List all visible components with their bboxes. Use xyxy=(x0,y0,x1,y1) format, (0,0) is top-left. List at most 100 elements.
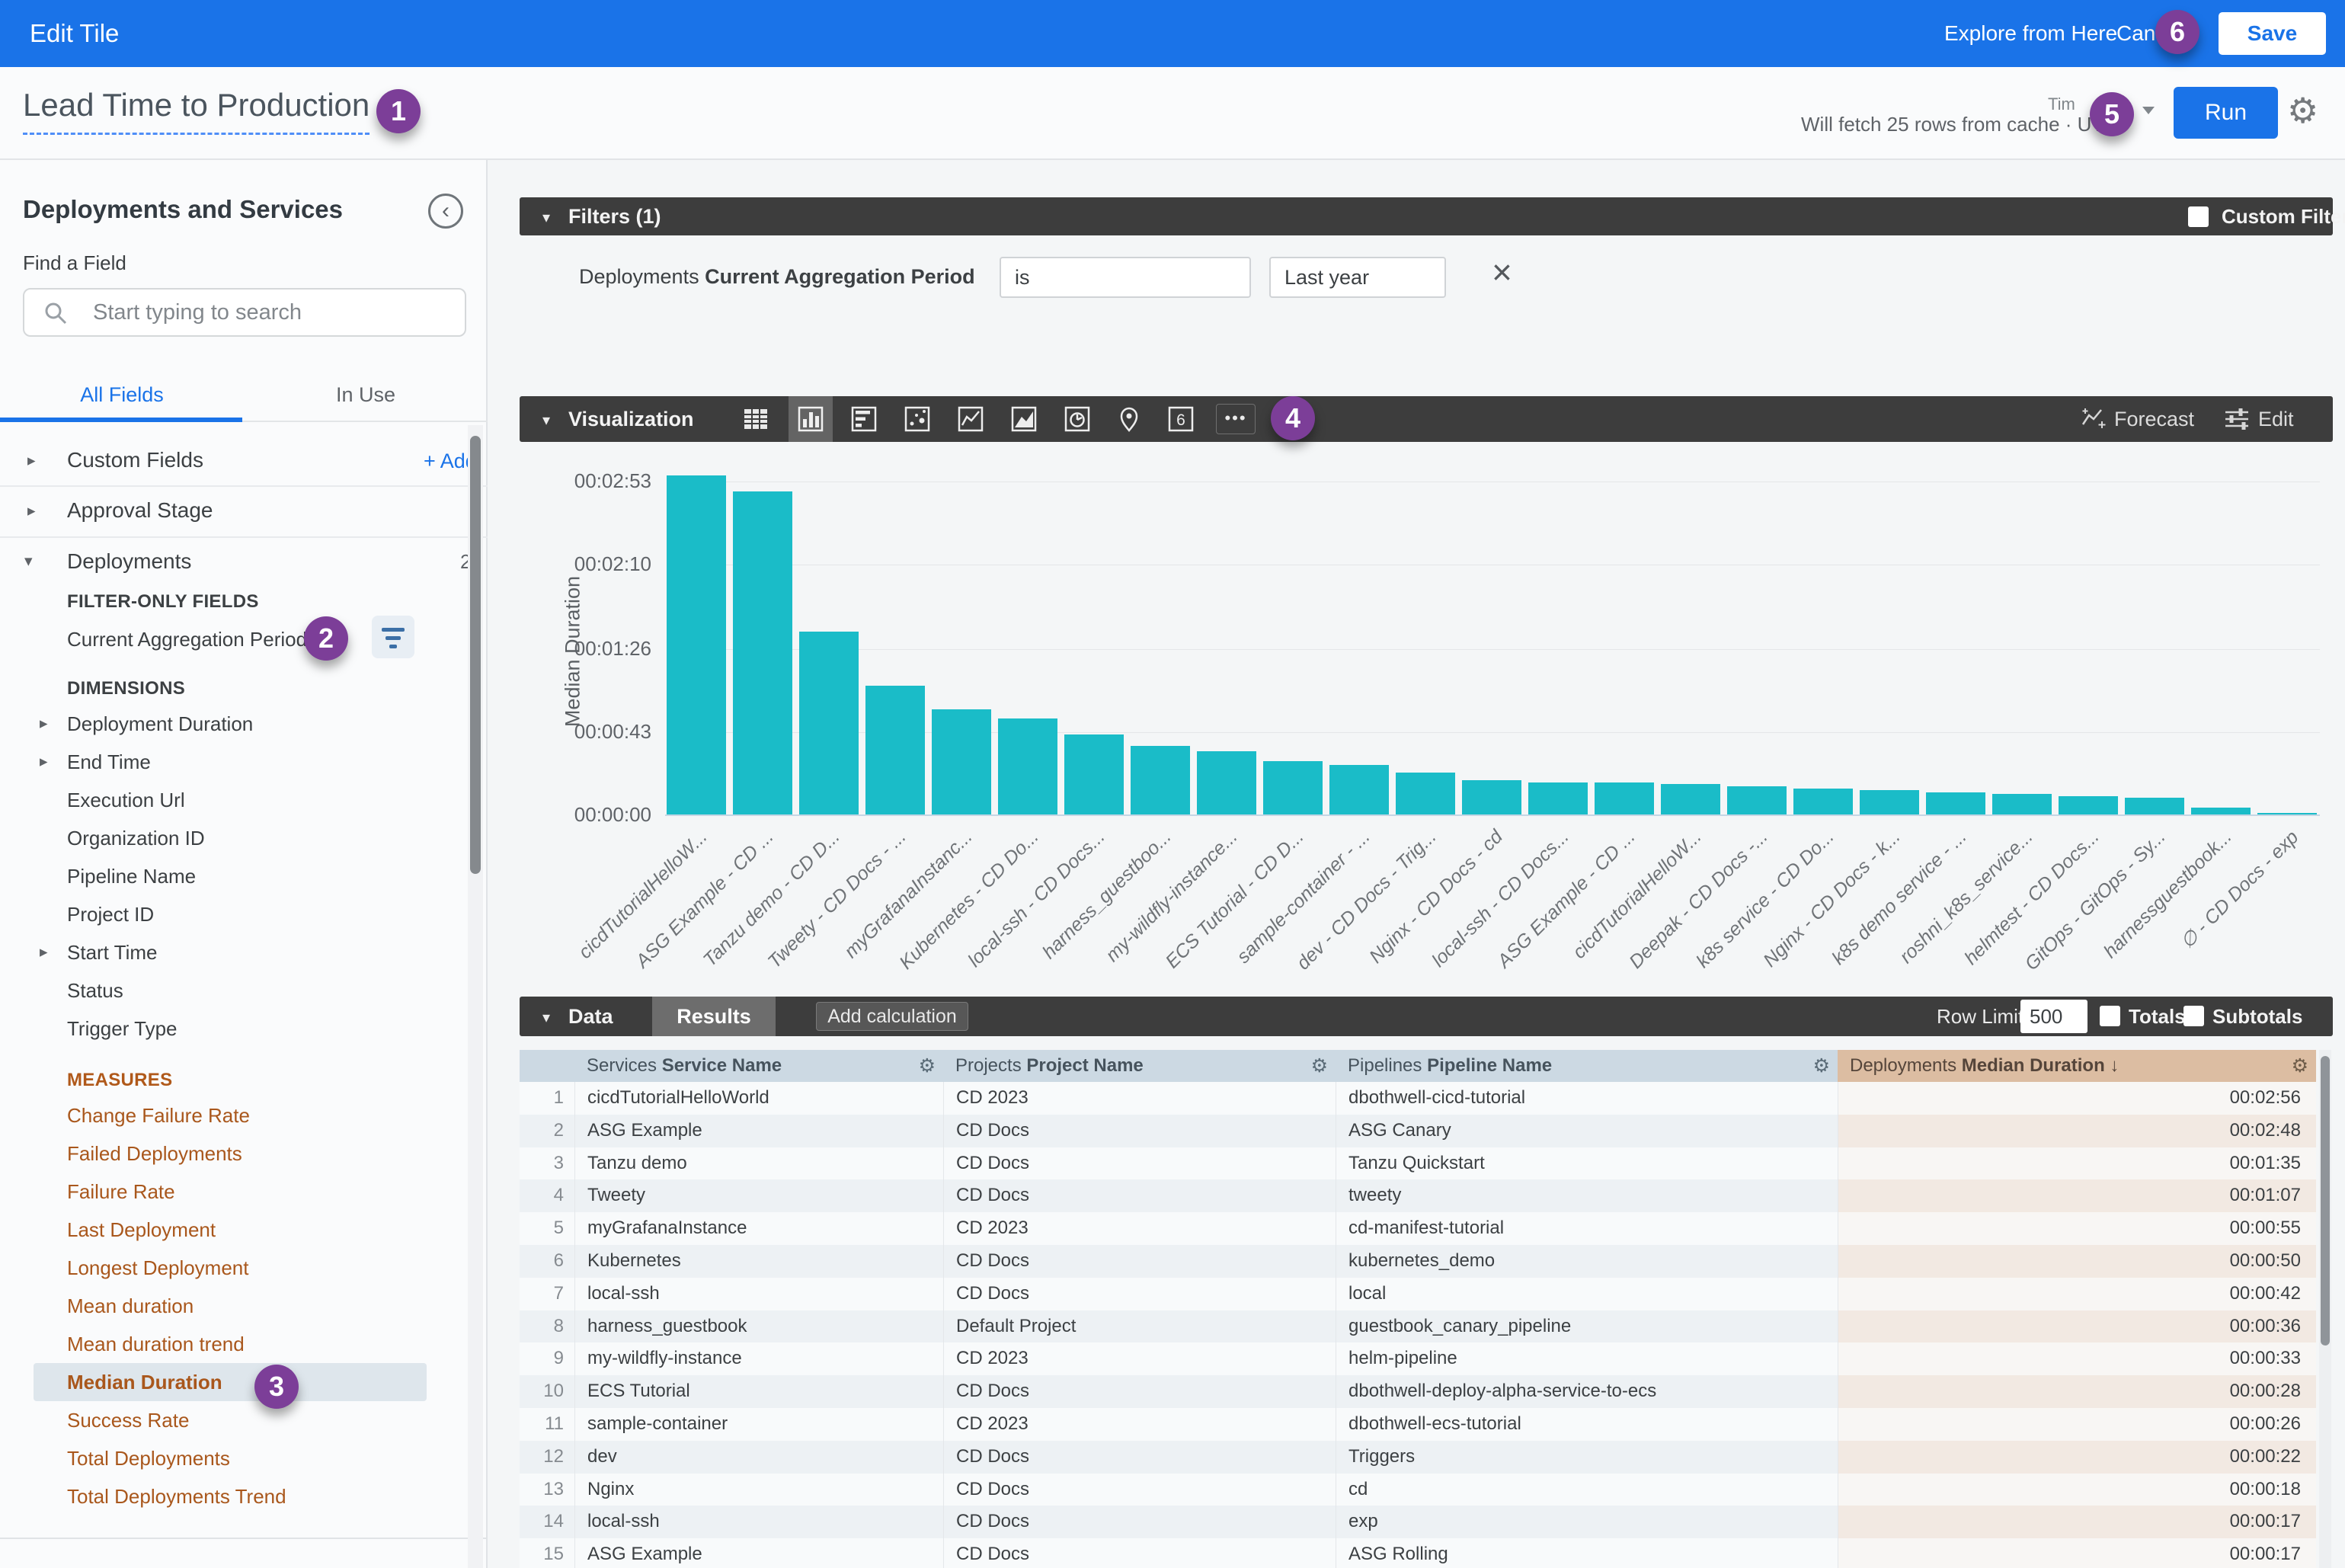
sidebar-measure-mean-duration[interactable]: Mean duration xyxy=(34,1287,427,1325)
table-cell[interactable]: CD Docs xyxy=(943,1245,1336,1278)
table-cell[interactable]: myGrafanaInstance xyxy=(574,1212,943,1245)
table-cell[interactable]: kubernetes_demo xyxy=(1336,1245,1838,1278)
bar-dev-cd-docs-trig[interactable] xyxy=(1396,773,1455,815)
table-cell[interactable]: Tanzu demo xyxy=(574,1147,943,1180)
table-cell[interactable]: 00:01:35 xyxy=(1838,1147,2316,1180)
table-cell[interactable]: ECS Tutorial xyxy=(574,1375,943,1408)
table-row[interactable]: 4TweetyCD Docstweety00:01:07 xyxy=(520,1179,2316,1212)
sidebar-measure-longest-deployment[interactable]: Longest Deployment xyxy=(34,1249,427,1287)
sidebar-field-deployment-duration[interactable]: ▸Deployment Duration xyxy=(0,705,488,743)
table-row[interactable]: 8harness_guestbookDefault Projectguestbo… xyxy=(520,1310,2316,1343)
table-row[interactable]: 11sample-containerCD 2023dbothwell-ecs-t… xyxy=(520,1408,2316,1441)
table-cell[interactable]: local-ssh xyxy=(574,1506,943,1538)
row-limit-input[interactable] xyxy=(2020,1000,2087,1033)
table-row[interactable]: 3Tanzu demoCD DocsTanzu Quickstart00:01:… xyxy=(520,1147,2316,1180)
table-cell[interactable]: 00:00:55 xyxy=(1838,1212,2316,1245)
sidebar-measure-median-duration[interactable]: Median Duration xyxy=(34,1363,427,1401)
bar-cicdtutorialhellow[interactable] xyxy=(667,475,726,815)
bar-chart-icon[interactable] xyxy=(847,402,881,436)
sidebar-field-pipeline-name[interactable]: Pipeline Name xyxy=(0,857,488,895)
table-cell[interactable]: local xyxy=(1336,1278,1838,1310)
table-cell[interactable]: 00:00:50 xyxy=(1838,1245,2316,1278)
run-button[interactable]: Run xyxy=(2174,87,2278,139)
collapse-panel-icon[interactable]: ‹ xyxy=(428,194,463,229)
gear-icon[interactable]: ⚙ xyxy=(1813,1050,1830,1082)
column-chart-icon[interactable] xyxy=(794,402,827,436)
table-cell[interactable]: dbothwell-deploy-alpha-service-to-ecs xyxy=(1336,1375,1838,1408)
table-cell[interactable]: CD Docs xyxy=(943,1375,1336,1408)
bar-cicdtutorialhellow[interactable] xyxy=(1661,784,1720,815)
table-cell[interactable]: my-wildfly-instance xyxy=(574,1342,943,1375)
sort-descending-icon[interactable]: ↓ xyxy=(2110,1055,2119,1076)
gear-icon[interactable]: ⚙ xyxy=(2292,1050,2308,1082)
sidebar-group-custom-fields[interactable]: Custom Fields xyxy=(67,448,203,472)
sidebar-measure-success-rate[interactable]: Success Rate xyxy=(34,1401,427,1439)
forecast-button[interactable]: Forecast xyxy=(2114,396,2194,442)
table-cell[interactable]: CD Docs xyxy=(943,1147,1336,1180)
totals-checkbox[interactable] xyxy=(2100,1006,2120,1026)
sidebar-field-organization-id[interactable]: Organization ID xyxy=(0,819,488,857)
table-cell[interactable]: dev xyxy=(574,1441,943,1474)
line-chart-icon[interactable] xyxy=(954,402,987,436)
filter-value-input[interactable]: Last year xyxy=(1269,257,1446,298)
sidebar-measure-change-failure-rate[interactable]: Change Failure Rate xyxy=(34,1096,427,1134)
table-scrollbar-thumb[interactable] xyxy=(2321,1056,2330,1346)
bar-helmtest-cd-docs[interactable] xyxy=(2059,796,2118,815)
bar-kubernetes-cd-do[interactable] xyxy=(998,718,1057,815)
bar-ecs-tutorial-cd-d[interactable] xyxy=(1263,761,1323,815)
collapse-icon[interactable]: ▾ xyxy=(24,552,33,571)
table-chart-icon[interactable] xyxy=(739,402,773,436)
table-cell[interactable]: ASG Example xyxy=(574,1538,943,1568)
sidebar-field-current-aggregation-period[interactable]: Current Aggregation Period xyxy=(67,628,307,651)
table-row[interactable]: 13NginxCD Docscd00:00:18 xyxy=(520,1474,2316,1506)
table-cell[interactable]: 00:00:42 xyxy=(1838,1278,2316,1310)
column-header-median-duration[interactable]: Deployments Median Duration ↓ ⚙ xyxy=(1838,1050,2316,1082)
sidebar-field-project-id[interactable]: Project ID xyxy=(0,895,488,933)
sidebar-measure-mean-duration-trend[interactable]: Mean duration trend xyxy=(34,1325,427,1363)
save-button[interactable]: Save xyxy=(2219,12,2326,55)
table-cell[interactable]: 00:00:17 xyxy=(1838,1506,2316,1538)
more-viz-options-button[interactable]: ••• xyxy=(1216,404,1256,434)
map-chart-icon[interactable] xyxy=(1112,402,1146,436)
edit-viz-button[interactable]: Edit xyxy=(2258,396,2294,442)
gear-icon[interactable]: ⚙ xyxy=(919,1050,936,1082)
collapse-icon[interactable]: ▾ xyxy=(542,208,550,227)
table-cell[interactable]: dbothwell-ecs-tutorial xyxy=(1336,1408,1838,1441)
sidebar-measure-total-deployments-trend[interactable]: Total Deployments Trend xyxy=(34,1477,427,1515)
bar-k8s-demo-service[interactable] xyxy=(1926,792,1985,815)
sidebar-measure-failed-deployments[interactable]: Failed Deployments xyxy=(34,1134,427,1173)
bar-asg-example-cd[interactable] xyxy=(1595,782,1654,815)
table-row[interactable]: 10ECS TutorialCD Docsdbothwell-deploy-al… xyxy=(520,1375,2316,1408)
subtotals-checkbox[interactable] xyxy=(2183,1006,2204,1026)
table-cell[interactable]: ASG Rolling xyxy=(1336,1538,1838,1568)
table-row[interactable]: 9my-wildfly-instanceCD 2023helm-pipeline… xyxy=(520,1342,2316,1375)
table-cell[interactable]: 00:00:26 xyxy=(1838,1408,2316,1441)
scatter-chart-icon[interactable] xyxy=(901,402,934,436)
table-cell[interactable]: Tweety xyxy=(574,1179,943,1212)
single-value-icon[interactable]: 6 xyxy=(1164,402,1198,436)
expand-icon[interactable]: ▸ xyxy=(40,705,48,743)
sidebar-group-approval-stage[interactable]: Approval Stage xyxy=(67,498,213,523)
table-row[interactable]: 7local-sshCD Docslocal00:00:42 xyxy=(520,1278,2316,1310)
expand-icon[interactable]: ▸ xyxy=(27,501,36,520)
table-row[interactable]: 15ASG ExampleCD DocsASG Rolling00:00:17 xyxy=(520,1538,2316,1568)
bar-deepak-cd-docs[interactable] xyxy=(1727,786,1787,815)
custom-filter-checkbox[interactable] xyxy=(2188,206,2209,227)
table-cell[interactable]: CD Docs xyxy=(943,1278,1336,1310)
table-cell[interactable]: CD 2023 xyxy=(943,1212,1336,1245)
collapse-icon[interactable]: ▾ xyxy=(542,411,550,430)
area-chart-icon[interactable] xyxy=(1007,402,1041,436)
table-cell[interactable]: CD 2023 xyxy=(943,1408,1336,1441)
table-cell[interactable]: CD Docs xyxy=(943,1115,1336,1147)
table-cell[interactable]: CD Docs xyxy=(943,1506,1336,1538)
table-cell[interactable]: Nginx xyxy=(574,1474,943,1506)
gear-icon[interactable]: ⚙ xyxy=(2287,90,2318,131)
bar-sample-container[interactable] xyxy=(1329,765,1389,815)
table-cell[interactable]: helm-pipeline xyxy=(1336,1342,1838,1375)
filter-by-field-button[interactable] xyxy=(372,616,414,658)
sidebar-field-end-time[interactable]: ▸End Time xyxy=(0,743,488,781)
table-cell[interactable]: 00:00:36 xyxy=(1838,1310,2316,1343)
tab-all-fields[interactable]: All Fields xyxy=(0,383,244,407)
table-cell[interactable]: 00:00:17 xyxy=(1838,1538,2316,1568)
table-cell[interactable]: CD Docs xyxy=(943,1538,1336,1568)
